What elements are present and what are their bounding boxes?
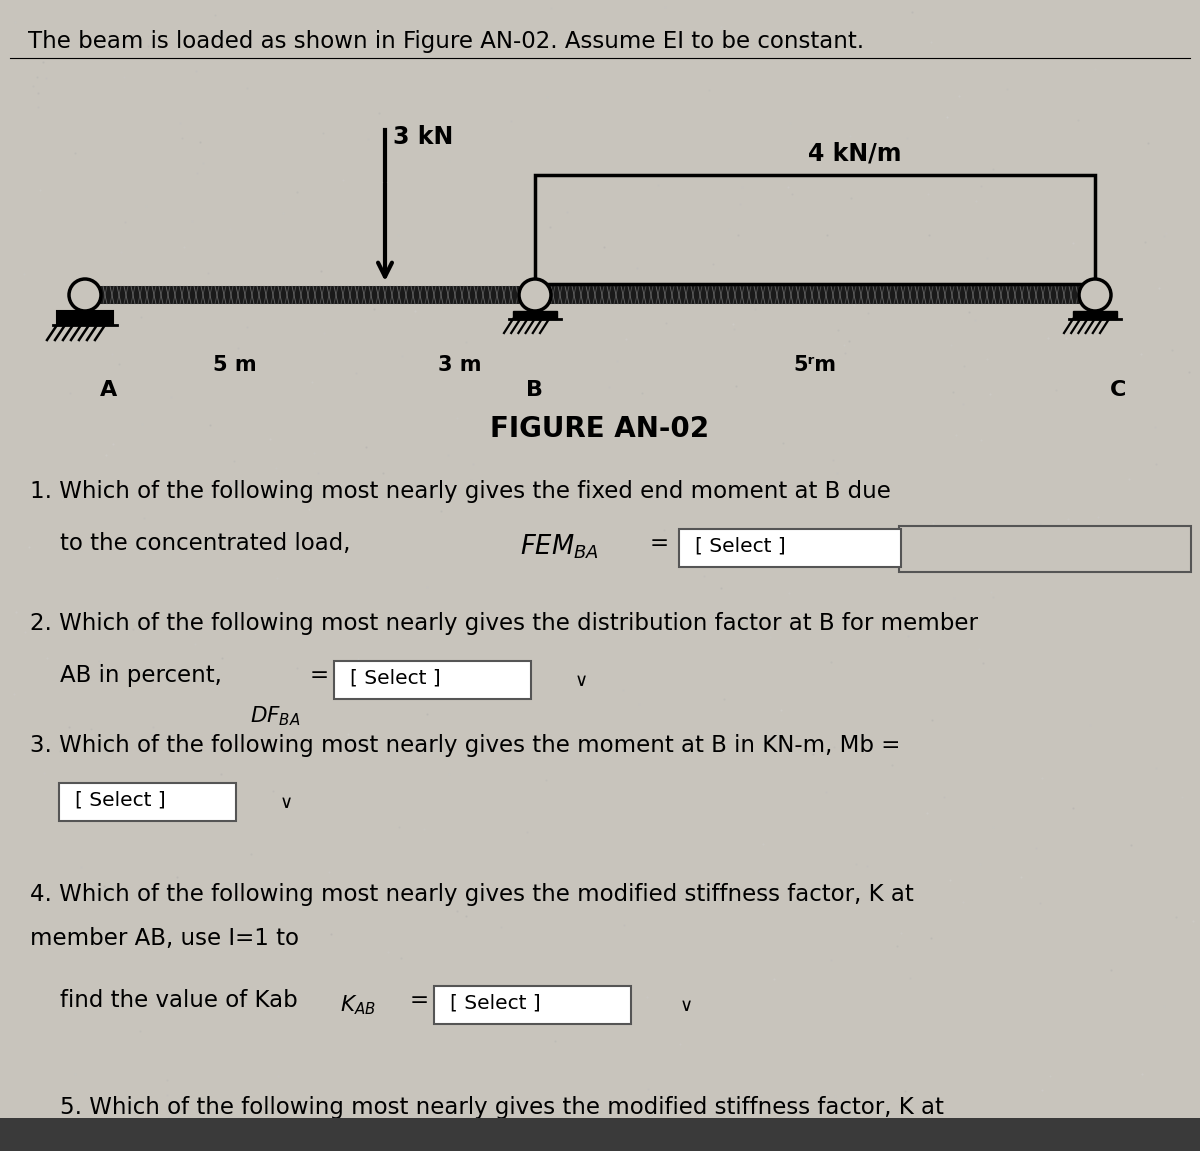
- Text: 3. Which of the following most nearly gives the moment at B in KN-m, Mb =: 3. Which of the following most nearly gi…: [30, 734, 900, 757]
- FancyBboxPatch shape: [334, 661, 530, 699]
- Text: B: B: [527, 380, 544, 401]
- Text: [ Select ]: [ Select ]: [74, 790, 166, 809]
- Text: The beam is loaded as shown in Figure AN-02. Assume EI to be constant.: The beam is loaded as shown in Figure AN…: [28, 30, 864, 53]
- Text: [ Select ]: [ Select ]: [695, 536, 786, 555]
- Text: 5. Which of the following most nearly gives the modified stiffness factor, K at: 5. Which of the following most nearly gi…: [60, 1096, 944, 1119]
- Text: find the value of Kab: find the value of Kab: [60, 989, 298, 1012]
- Bar: [514, 311, 557, 319]
- Text: member AB, use I=1 to: member AB, use I=1 to: [30, 927, 299, 950]
- Bar: [0, 1118, 1200, 1151]
- FancyBboxPatch shape: [679, 529, 901, 567]
- Text: ∨: ∨: [940, 540, 953, 558]
- Bar: [1073, 311, 1117, 319]
- Text: ∨: ∨: [575, 672, 588, 689]
- Text: 3 kN: 3 kN: [394, 125, 454, 148]
- Text: 1. Which of the following most nearly gives the fixed end moment at B due: 1. Which of the following most nearly gi…: [30, 480, 890, 503]
- Text: =: =: [310, 664, 329, 687]
- Text: ∨: ∨: [680, 997, 694, 1015]
- Text: ∨: ∨: [1100, 540, 1114, 558]
- Text: to the concentrated load,: to the concentrated load,: [60, 532, 350, 555]
- Text: A: A: [100, 380, 118, 401]
- Text: 5 m: 5 m: [214, 355, 257, 375]
- Text: 5ʳm: 5ʳm: [793, 355, 836, 375]
- Bar: [535, 175, 1096, 284]
- Circle shape: [1079, 279, 1111, 311]
- Text: $\mathit{FEM}_{BA}$: $\mathit{FEM}_{BA}$: [520, 532, 599, 561]
- Circle shape: [520, 279, 551, 311]
- Text: ∨: ∨: [280, 794, 293, 811]
- Text: [ Select ]: [ Select ]: [350, 668, 440, 687]
- FancyBboxPatch shape: [434, 986, 631, 1024]
- Text: =: =: [410, 989, 430, 1012]
- Text: 4 kN/m: 4 kN/m: [809, 142, 901, 165]
- Text: member BC, use I=1 to: member BC, use I=1 to: [60, 1139, 329, 1151]
- Text: 4. Which of the following most nearly gives the modified stiffness factor, K at: 4. Which of the following most nearly gi…: [30, 883, 913, 906]
- Polygon shape: [58, 311, 113, 325]
- Text: $DF_{BA}$: $DF_{BA}$: [250, 704, 300, 727]
- Text: =: =: [650, 532, 670, 555]
- FancyBboxPatch shape: [899, 526, 1190, 572]
- Text: [ Select ]: [ Select ]: [450, 993, 541, 1012]
- Text: 3 m: 3 m: [438, 355, 481, 375]
- Bar: [85, 285, 1096, 304]
- Circle shape: [70, 279, 101, 311]
- Text: FIGURE AN-02: FIGURE AN-02: [491, 416, 709, 443]
- Text: C: C: [1110, 380, 1127, 401]
- Text: 2. Which of the following most nearly gives the distribution factor at B for mem: 2. Which of the following most nearly gi…: [30, 612, 978, 635]
- Text: AB in percent,: AB in percent,: [60, 664, 222, 687]
- Text: $K_{AB}$: $K_{AB}$: [340, 993, 376, 1016]
- FancyBboxPatch shape: [59, 783, 236, 821]
